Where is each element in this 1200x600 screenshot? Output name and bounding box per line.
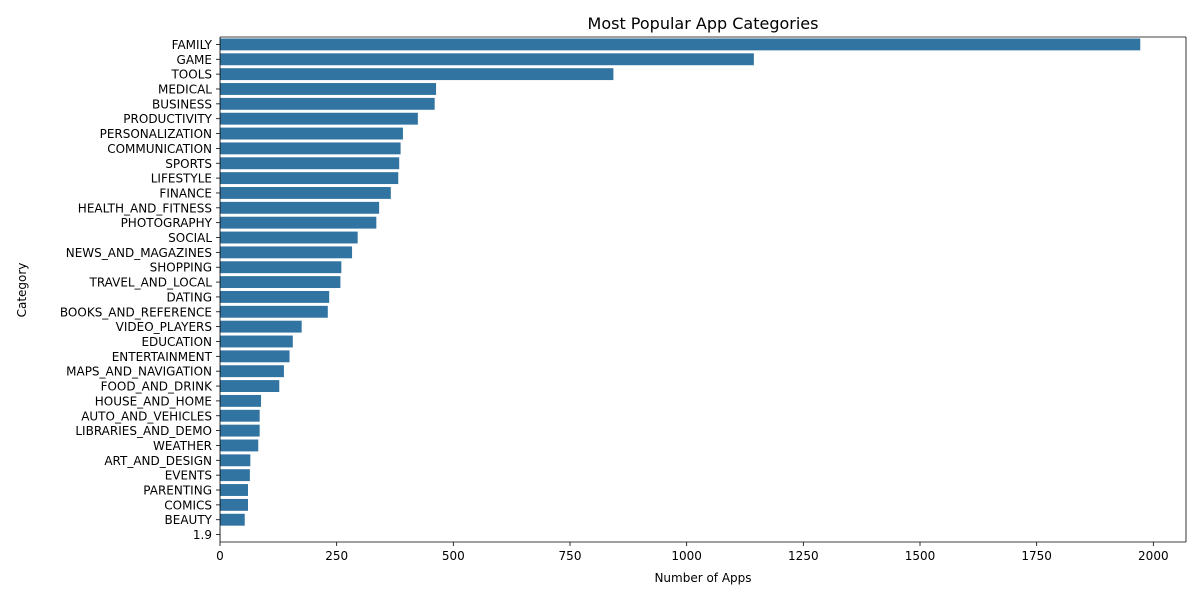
y-tick-label: ENTERTAINMENT xyxy=(112,350,213,364)
x-tick-label: 250 xyxy=(325,549,348,563)
bar-libraries-and-demo xyxy=(220,424,260,437)
bar-maps-and-navigation xyxy=(220,365,284,378)
x-tick-label: 1750 xyxy=(1021,549,1052,563)
y-tick-label: SPORTS xyxy=(165,157,212,171)
bar-parenting xyxy=(220,484,248,496)
y-tick-label: SHOPPING xyxy=(150,261,212,275)
y-tick-label: FAMILY xyxy=(172,38,213,52)
bar-beauty xyxy=(220,513,245,526)
bar-sports xyxy=(220,157,400,170)
y-tick-label: VIDEO_PLAYERS xyxy=(116,320,212,334)
y-tick-label: HOUSE_AND_HOME xyxy=(95,394,212,408)
y-tick-label: TOOLS xyxy=(170,68,212,82)
bar-health-and-fitness xyxy=(220,201,380,214)
axes-frame xyxy=(219,36,1187,543)
bar-house-and-home xyxy=(220,394,262,407)
x-tick-label: 500 xyxy=(442,549,465,563)
y-tick-label: HEALTH_AND_FITNESS xyxy=(78,201,212,215)
y-tick-label: BUSINESS xyxy=(152,97,212,111)
x-axis-ticks: 0 250 500 750 1000 1250 1500 1750 2000 xyxy=(216,542,1169,563)
y-tick-label: LIBRARIES_AND_DEMO xyxy=(75,424,212,438)
bar-business xyxy=(220,97,435,110)
bar-personalization xyxy=(220,127,403,140)
bar-auto-and-vehicles xyxy=(220,409,260,422)
y-tick-label: 1.9 xyxy=(193,528,212,542)
y-tick-label: WEATHER xyxy=(153,439,212,453)
bar-entertainment xyxy=(220,350,290,363)
y-tick-label: LIFESTYLE xyxy=(151,172,212,186)
y-tick-label: FINANCE xyxy=(159,186,212,200)
y-tick-label: PRODUCTIVITY xyxy=(123,112,212,126)
y-tick-label: GAME xyxy=(177,53,212,67)
x-tick-label: 0 xyxy=(216,549,224,563)
y-tick-label: MEDICAL xyxy=(158,82,212,96)
bar-social xyxy=(220,231,358,244)
bar-weather xyxy=(220,439,259,452)
x-tick-label: 1000 xyxy=(671,549,702,563)
bar-medical xyxy=(220,83,437,95)
bar-art-and-design xyxy=(220,454,251,467)
y-tick-label: TRAVEL_AND_LOCAL xyxy=(88,276,212,290)
x-axis-title: Number of Apps xyxy=(654,571,751,585)
x-tick-label: 2000 xyxy=(1138,549,1169,563)
y-tick-label: PARENTING xyxy=(143,484,212,498)
bar-communication xyxy=(220,142,401,155)
bar-game xyxy=(220,53,754,66)
bar-books-and-reference xyxy=(220,305,328,318)
y-tick-label: ART_AND_DESIGN xyxy=(104,454,212,468)
y-tick-label: SOCIAL xyxy=(168,231,212,245)
bar-food-and-drink xyxy=(220,380,280,392)
chart-title: Most Popular App Categories xyxy=(588,14,819,33)
y-tick-label: EDUCATION xyxy=(141,335,212,349)
bars-group xyxy=(220,38,1141,541)
y-tick-label: NEWS_AND_MAGAZINES xyxy=(66,246,212,260)
bar-photography xyxy=(220,216,377,229)
bar-lifestyle xyxy=(220,172,399,185)
y-tick-label: MAPS_AND_NAVIGATION xyxy=(66,365,212,379)
x-tick-label: 1250 xyxy=(788,549,819,563)
bar-education xyxy=(220,335,293,348)
y-tick-label: BOOKS_AND_REFERENCE xyxy=(60,305,212,319)
bar-shopping xyxy=(220,261,342,274)
bar-comics xyxy=(220,498,248,511)
y-tick-label: EVENTS xyxy=(165,469,212,483)
y-tick-label: PHOTOGRAPHY xyxy=(121,216,213,230)
y-tick-label: COMMUNICATION xyxy=(107,142,212,156)
y-tick-label: DATING xyxy=(167,290,212,304)
bar-dating xyxy=(220,290,330,303)
y-axis-title: Category xyxy=(15,263,29,318)
y-axis-ticks: FAMILYGAMETOOLSMEDICALBUSINESSPRODUCTIVI… xyxy=(60,38,220,542)
bar-travel-and-local xyxy=(220,276,341,289)
bar-family xyxy=(220,38,1141,51)
y-tick-label: AUTO_AND_VEHICLES xyxy=(81,409,212,423)
y-tick-label: PERSONALIZATION xyxy=(100,127,212,141)
bar-news-and-magazines xyxy=(220,246,353,259)
y-tick-label: COMICS xyxy=(164,498,212,512)
bar-tools xyxy=(220,68,614,81)
bar-productivity xyxy=(220,112,418,125)
bar-video-players xyxy=(220,320,302,333)
y-tick-label: BEAUTY xyxy=(165,513,213,527)
bar-events xyxy=(220,469,250,482)
x-tick-label: 1500 xyxy=(905,549,936,563)
bar-finance xyxy=(220,187,391,199)
y-tick-label: FOOD_AND_DRINK xyxy=(101,380,214,394)
x-tick-label: 750 xyxy=(559,549,582,563)
